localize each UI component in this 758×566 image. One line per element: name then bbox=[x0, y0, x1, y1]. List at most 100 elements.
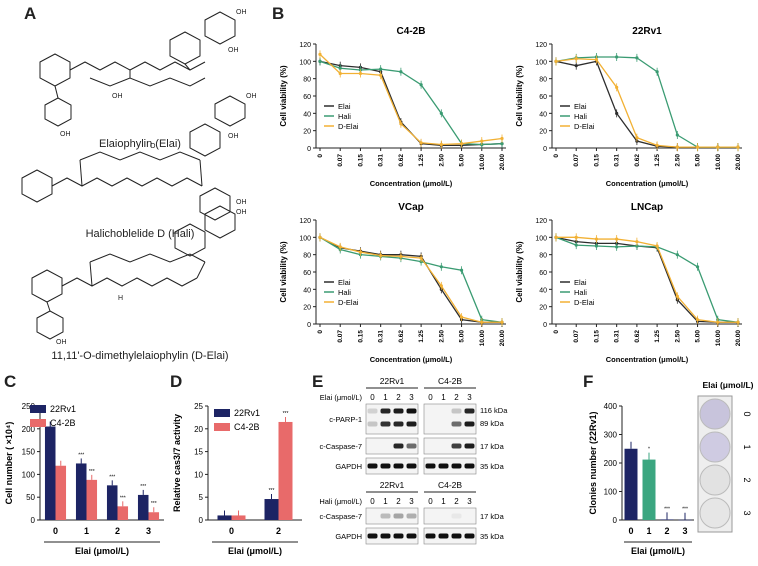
x-tick-label: 2 bbox=[115, 526, 120, 536]
blot-membrane bbox=[365, 527, 419, 545]
atom-label: OH bbox=[228, 47, 239, 54]
bar-c4-2b bbox=[55, 465, 67, 520]
protein-band bbox=[380, 533, 391, 539]
series-line-d-elai bbox=[555, 58, 738, 148]
y-tick-label: 5 bbox=[199, 493, 204, 502]
dose-label: 0 bbox=[428, 497, 433, 506]
data-point bbox=[459, 142, 464, 146]
legend-entry: Elai bbox=[574, 102, 587, 111]
blot-membrane bbox=[423, 457, 477, 475]
protein-band bbox=[393, 463, 404, 469]
y-tick-label: 50 bbox=[26, 493, 35, 502]
data-point bbox=[574, 243, 578, 247]
data-point bbox=[695, 318, 700, 322]
chart-title: LNCap bbox=[631, 202, 663, 213]
legend-entry: D-Elai bbox=[338, 298, 359, 307]
significance-mark: *** bbox=[140, 484, 146, 490]
data-point bbox=[399, 70, 403, 74]
y-tick-label: 40 bbox=[303, 287, 311, 294]
y-tick-label: 60 bbox=[539, 94, 547, 101]
data-point bbox=[655, 244, 659, 248]
cell-line-label: 22Rv1 bbox=[380, 376, 405, 386]
significance-mark: *** bbox=[78, 452, 84, 458]
data-point bbox=[615, 245, 619, 249]
data-point bbox=[716, 145, 720, 149]
kda-label: 17 kDa bbox=[480, 512, 505, 521]
x-tick-label: 2 bbox=[276, 526, 281, 536]
legend-entry: Hali bbox=[574, 288, 587, 297]
protein-label: GAPDH bbox=[335, 462, 362, 471]
protein-band bbox=[425, 463, 436, 469]
dish-dose-label: 2 bbox=[742, 477, 752, 482]
y-tick-label: 250 bbox=[22, 402, 36, 411]
dose-label: 3 bbox=[409, 393, 414, 402]
molecule-hali-drawing bbox=[21, 95, 246, 221]
data-point bbox=[635, 244, 639, 248]
bar-c4-2b bbox=[278, 421, 293, 520]
data-point bbox=[615, 111, 619, 115]
kda-label: 17 kDa bbox=[480, 442, 505, 451]
data-point bbox=[318, 52, 322, 57]
dish-dose-label: 0 bbox=[742, 411, 752, 416]
legend-entry: Hali bbox=[338, 288, 351, 297]
bar-c4-2b bbox=[117, 506, 129, 520]
y-tick-label: 20 bbox=[303, 129, 311, 136]
atom-label: O bbox=[150, 143, 156, 150]
y-tick-label: 300 bbox=[604, 431, 618, 440]
data-point bbox=[419, 83, 423, 87]
protein-band bbox=[406, 421, 417, 427]
blot-membrane bbox=[365, 437, 419, 455]
y-tick-label: 80 bbox=[303, 77, 311, 84]
y-tick-label: 80 bbox=[539, 77, 547, 84]
x-tick-label: 0 bbox=[317, 330, 324, 334]
kda-label: 116 kDa bbox=[480, 406, 508, 415]
x-tick-label: 3 bbox=[682, 526, 687, 536]
blot-membrane bbox=[365, 507, 419, 525]
data-point bbox=[736, 320, 740, 324]
data-point bbox=[574, 235, 578, 239]
dose-label: 2 bbox=[454, 497, 459, 506]
protein-band bbox=[451, 463, 462, 469]
y-tick-label: 120 bbox=[299, 218, 311, 225]
protein-band bbox=[406, 463, 417, 469]
significance-mark: *** bbox=[283, 411, 289, 417]
series-line-d-elai bbox=[319, 53, 503, 146]
y-tick-label: 0 bbox=[31, 516, 36, 525]
protein-label: c-Caspase-7 bbox=[319, 512, 362, 521]
x-tick-label: 0 bbox=[229, 526, 234, 536]
bar-chart-cell-number: 0 50 100 150 200 250 0 1 *** *** 2 *** *** 3 *** *** Ela… bbox=[4, 402, 164, 556]
protein-label: GAPDH bbox=[335, 532, 362, 541]
x-tick-label: 2 bbox=[664, 526, 669, 536]
treatment-label-hali: Hali (μmol/L) bbox=[319, 497, 362, 506]
data-point bbox=[419, 256, 423, 260]
data-point bbox=[615, 237, 619, 241]
data-point bbox=[554, 59, 558, 63]
y-tick-label: 120 bbox=[299, 42, 311, 49]
x-axis-label: Concentration (μmol/L) bbox=[370, 355, 453, 364]
data-point bbox=[358, 250, 363, 254]
data-point bbox=[675, 253, 679, 257]
x-tick-label: 20.00 bbox=[499, 154, 506, 171]
x-tick-label: 5.00 bbox=[459, 154, 466, 167]
x-tick-label: 1 bbox=[84, 526, 89, 536]
data-point bbox=[459, 268, 464, 272]
data-point bbox=[439, 265, 443, 269]
protein-band bbox=[464, 443, 475, 449]
data-point bbox=[399, 122, 403, 126]
bar-22rv1 bbox=[264, 499, 279, 520]
blot-membrane bbox=[423, 527, 477, 545]
dose-label: 3 bbox=[409, 497, 414, 506]
y-tick-label: 20 bbox=[539, 129, 547, 136]
x-tick-label: 0.62 bbox=[398, 330, 405, 343]
legend-swatch bbox=[214, 423, 230, 431]
legend-entry: 22Rv1 bbox=[50, 404, 76, 414]
data-point bbox=[695, 265, 700, 269]
data-point bbox=[655, 70, 659, 74]
x-tick-label: 0.31 bbox=[378, 154, 385, 167]
series-line-hali bbox=[555, 236, 739, 323]
bar-22rv1 bbox=[106, 485, 118, 520]
data-point bbox=[635, 136, 639, 140]
x-tick-label: 0.15 bbox=[593, 154, 600, 167]
significance-mark: *** bbox=[682, 507, 688, 513]
dish-dose-label: 1 bbox=[742, 444, 752, 449]
